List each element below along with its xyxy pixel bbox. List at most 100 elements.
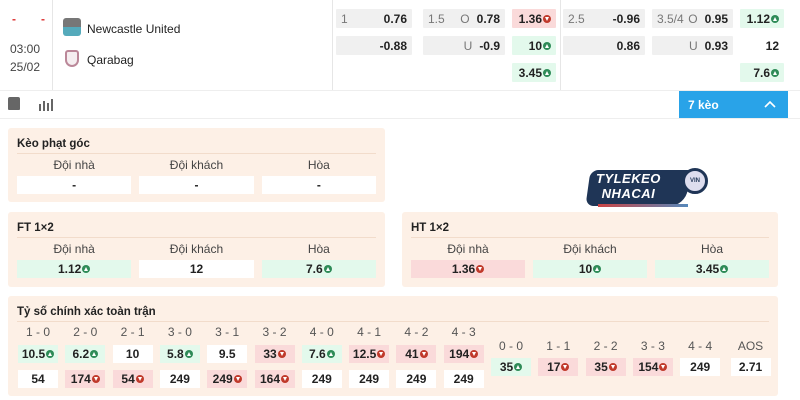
odds-cell[interactable]: 12 bbox=[139, 260, 254, 278]
away-team-name[interactable]: Qarabag bbox=[87, 53, 134, 67]
score-odds-cell[interactable]: 174 bbox=[65, 370, 106, 388]
qarabag-crest-icon bbox=[65, 50, 79, 67]
odds-value: 12 bbox=[189, 262, 204, 276]
column-header: Đội khách bbox=[169, 158, 224, 172]
panel-title: Kèo phạt góc bbox=[17, 138, 90, 150]
odds-value: 7.6 bbox=[308, 347, 326, 361]
score-odds-cell[interactable]: 54 bbox=[112, 370, 153, 388]
odds-cell[interactable]: U -0.9 bbox=[423, 36, 505, 55]
odds-cell[interactable]: 2.5 -0.96 bbox=[563, 9, 645, 28]
odds-value: 0.76 bbox=[383, 11, 407, 26]
match-time: 03:00 bbox=[10, 42, 41, 56]
score-odds-cell[interactable]: 5.8 bbox=[159, 345, 200, 363]
odds-cell[interactable]: U 0.93 bbox=[652, 36, 733, 55]
odds-value: 249 bbox=[453, 372, 474, 386]
odds-cell[interactable]: 1.5 O 0.78 bbox=[423, 9, 505, 28]
score-odds-cell[interactable]: 10 bbox=[112, 345, 153, 363]
score-odds-cell[interactable]: 249 bbox=[396, 370, 437, 388]
odds-cell[interactable]: 1.36 bbox=[512, 9, 556, 28]
score-odds-cell[interactable]: 9.5 bbox=[207, 345, 248, 363]
odds-cell[interactable]: 7.6 bbox=[740, 63, 784, 82]
home-team-name[interactable]: Newcastle United bbox=[87, 22, 181, 36]
score-odds-cell[interactable]: 33 bbox=[254, 345, 295, 363]
handicap-line: 2.5 bbox=[568, 11, 585, 26]
divider bbox=[560, 0, 561, 90]
odds-value: 0.86 bbox=[616, 38, 640, 53]
score-odds-cell[interactable]: 41 bbox=[396, 345, 437, 363]
odds-value: 164 bbox=[259, 372, 281, 386]
odds-value: 7.6 bbox=[305, 262, 323, 276]
odds-value: 0.78 bbox=[476, 11, 500, 26]
score-odds-cell[interactable]: 249 bbox=[159, 370, 200, 388]
odds-cell[interactable]: 10 bbox=[512, 36, 556, 55]
score-odds-cell[interactable]: 249 bbox=[349, 370, 390, 388]
score-odds-cell[interactable]: 54 bbox=[18, 370, 58, 388]
arrow-down-icon bbox=[659, 363, 668, 371]
arrow-up-icon bbox=[326, 350, 335, 358]
odds-cell[interactable]: 3.45 bbox=[655, 260, 769, 278]
odds-value: 249 bbox=[212, 372, 233, 386]
odds-value: 174 bbox=[70, 372, 91, 386]
score-odds-cell[interactable]: 2.71 bbox=[730, 358, 771, 376]
odds-value: 41 bbox=[405, 347, 419, 361]
score-odds-cell[interactable]: 154 bbox=[632, 358, 673, 376]
odds-cell[interactable]: 12 bbox=[740, 36, 784, 55]
score-odds-cell[interactable]: 249 bbox=[680, 358, 721, 376]
score-odds-cell[interactable]: 17 bbox=[538, 358, 579, 376]
score-odds-cell[interactable]: 12.5 bbox=[349, 345, 390, 363]
odds-value: -0.96 bbox=[612, 11, 640, 26]
arrow-down-icon bbox=[419, 350, 428, 358]
odds-value: 249 bbox=[690, 360, 711, 374]
score-odds-cell[interactable]: 249 bbox=[443, 370, 484, 388]
over-under-marker: U bbox=[688, 38, 698, 53]
arrow-up-icon bbox=[184, 350, 193, 358]
jersey-icon[interactable] bbox=[8, 97, 20, 110]
score-odds-cell[interactable]: 194 bbox=[443, 345, 484, 363]
more-odds-button[interactable]: 7 kèo bbox=[679, 91, 788, 118]
arrow-up-icon bbox=[771, 68, 779, 77]
score-odds-cell[interactable]: 164 bbox=[254, 370, 295, 388]
panel-title: Tỷ số chính xác toàn trận bbox=[17, 306, 156, 318]
odds-cell[interactable]: 3.45 bbox=[512, 63, 556, 82]
odds-cell[interactable]: 1.12 bbox=[17, 260, 132, 278]
score-odds-cell[interactable]: 35 bbox=[491, 358, 531, 376]
score-label: 2 - 0 bbox=[73, 325, 98, 339]
odds-cell[interactable]: 0.86 bbox=[563, 36, 645, 55]
score-odds-cell[interactable]: 7.6 bbox=[301, 345, 342, 363]
odds-cell[interactable]: 10 bbox=[533, 260, 647, 278]
arrow-up-icon bbox=[82, 265, 91, 273]
odds-cell[interactable]: 3.5/4 O 0.95 bbox=[652, 9, 733, 28]
odds-cell[interactable]: - bbox=[261, 176, 376, 194]
odds-value: 249 bbox=[311, 372, 332, 386]
stats-icon[interactable] bbox=[38, 97, 54, 111]
score-odds-cell[interactable]: 35 bbox=[585, 358, 626, 376]
odds-cell[interactable]: -0.88 bbox=[336, 36, 412, 55]
over-under-marker: O bbox=[460, 11, 470, 26]
odds-cell[interactable]: 1.36 bbox=[411, 260, 525, 278]
arrow-down-icon bbox=[377, 350, 386, 358]
ht-panel: HT 1×2 Đội nhà 1.36 Đội khách 10 Hòa 3.45 bbox=[402, 212, 778, 287]
column-header: Đội nhà bbox=[447, 242, 489, 256]
arrow-down-icon bbox=[470, 350, 479, 358]
odds-cell[interactable]: 7.6 bbox=[261, 260, 376, 278]
chevron-up-icon bbox=[764, 100, 776, 108]
odds-cell[interactable]: - bbox=[17, 176, 132, 194]
score-odds-cell[interactable]: 6.2 bbox=[65, 345, 106, 363]
handicap-line: 3.5/4 bbox=[657, 11, 684, 26]
column-header: Hòa bbox=[307, 158, 330, 172]
score-odds-cell[interactable]: 249 bbox=[301, 370, 342, 388]
odds-value: 10.5 bbox=[21, 347, 46, 361]
odds-value: 1.12 bbox=[57, 262, 82, 276]
arrow-up-icon bbox=[323, 265, 332, 273]
score-odds-cell[interactable]: 249 bbox=[207, 370, 248, 388]
odds-value: 33 bbox=[263, 347, 277, 361]
odds-cell[interactable]: - bbox=[139, 176, 254, 194]
score-label: 3 - 2 bbox=[262, 325, 287, 339]
odds-value: 35 bbox=[499, 360, 514, 374]
ft-panel: FT 1×2 Đội nhà 1.12 Đội khách 12 Hòa 7.6 bbox=[8, 212, 385, 287]
odds-cell[interactable]: 1 0.76 bbox=[336, 9, 412, 28]
arrow-up-icon bbox=[90, 350, 99, 358]
odds-value: 9.5 bbox=[218, 347, 236, 361]
odds-cell[interactable]: 1.12 bbox=[740, 9, 784, 28]
score-odds-cell[interactable]: 10.5 bbox=[18, 345, 58, 363]
